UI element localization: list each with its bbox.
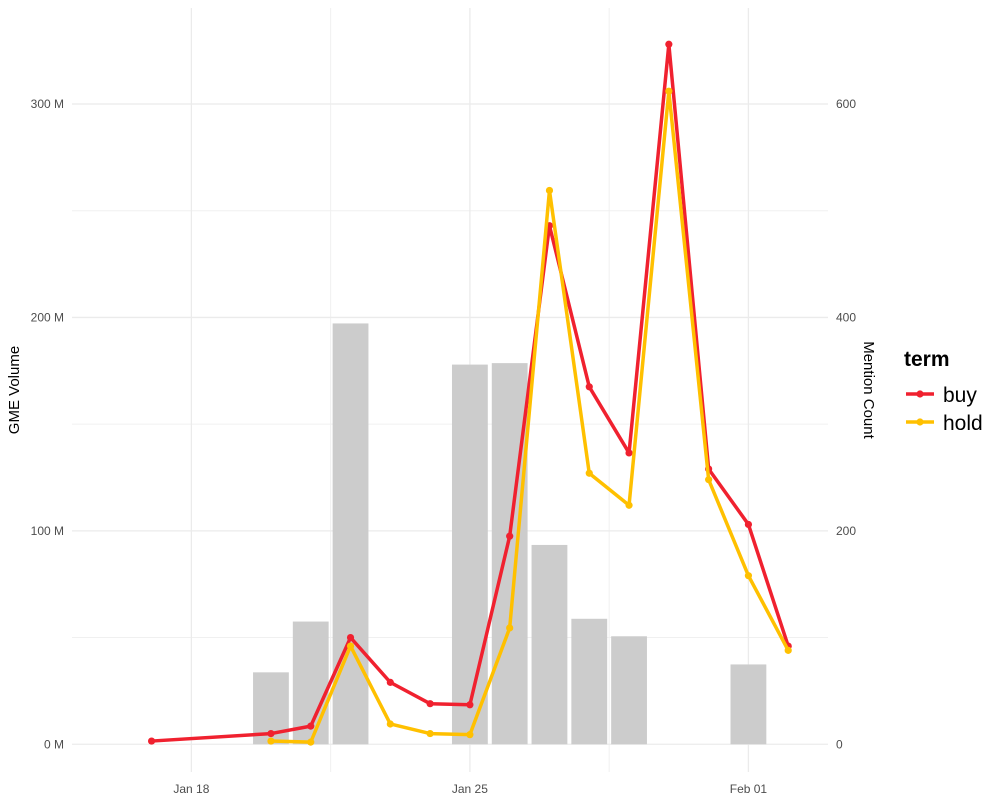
- volume-bar: [451, 364, 488, 745]
- legend-title: term: [904, 348, 950, 371]
- series-point-hold: [705, 476, 713, 484]
- y-right-tick-label: 0: [836, 737, 843, 751]
- legend-label-buy: buy: [943, 384, 977, 407]
- series-point-buy: [665, 40, 673, 48]
- y-right-axis-title: Mention Count: [860, 341, 877, 439]
- y-right-tick-label: 400: [836, 310, 856, 324]
- y-right-tick-label: 600: [836, 97, 856, 111]
- series-point-buy: [506, 532, 514, 540]
- y-left-tick-label: 200 M: [31, 310, 64, 324]
- series-point-buy: [585, 383, 593, 391]
- x-tick-label: Jan 18: [173, 782, 209, 796]
- series-point-hold: [784, 646, 792, 654]
- series-point-buy: [267, 729, 275, 738]
- y-left-tick-label: 0 M: [44, 737, 64, 751]
- volume-bar: [491, 363, 528, 745]
- legend-key-point-buy: [916, 390, 924, 398]
- series-point-hold: [267, 737, 275, 745]
- series-point-hold: [466, 731, 474, 739]
- series-point-buy: [346, 633, 355, 642]
- y-left-tick-label: 100 M: [31, 524, 64, 538]
- series-point-buy: [466, 701, 474, 709]
- series-line-hold: [269, 89, 790, 744]
- series-point-buy: [386, 678, 394, 686]
- volume-bar: [611, 636, 647, 745]
- y-left-tick-label: 300 M: [31, 97, 64, 111]
- y-left-axis-title: GME Volume: [6, 346, 23, 434]
- volume-bar: [730, 664, 767, 745]
- x-tick-label: Feb 01: [730, 782, 768, 796]
- series-point-hold: [506, 624, 514, 632]
- volume-bar: [332, 323, 369, 745]
- series-point-buy: [744, 520, 753, 529]
- series-point-buy: [307, 722, 315, 730]
- series-point-hold: [585, 469, 593, 477]
- series-point-buy: [147, 737, 156, 745]
- series-point-buy: [426, 700, 434, 708]
- y-right-tick-label: 200: [836, 524, 856, 538]
- series-point-hold: [744, 572, 753, 580]
- legend-key-point-hold: [916, 418, 924, 426]
- series-point-hold: [426, 729, 434, 738]
- series-point-hold: [307, 738, 315, 746]
- volume-bar: [531, 544, 568, 745]
- series-point-hold: [386, 720, 394, 728]
- series-point-buy: [625, 449, 633, 457]
- legend-label-hold: hold: [943, 412, 983, 435]
- series-point-hold: [346, 642, 355, 650]
- series-point-hold: [545, 186, 554, 195]
- series-point-hold: [665, 87, 673, 95]
- series-point-hold: [625, 501, 633, 509]
- volume-bar: [571, 618, 608, 745]
- x-tick-label: Jan 25: [452, 782, 488, 796]
